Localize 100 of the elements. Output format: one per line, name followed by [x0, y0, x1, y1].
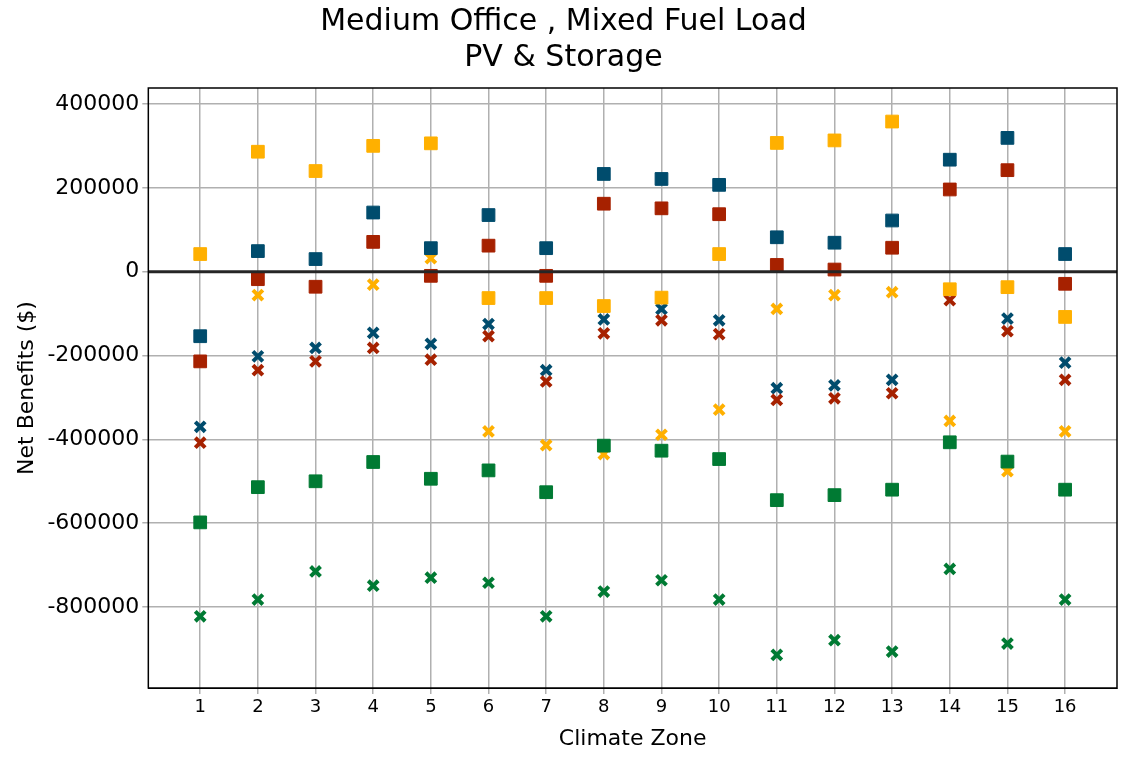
- point: [539, 485, 554, 500]
- point: [193, 354, 208, 369]
- x-tick-label: 2: [252, 695, 264, 717]
- point: [596, 326, 611, 341]
- point: [827, 288, 842, 303]
- point: [539, 438, 554, 453]
- point: [596, 584, 611, 599]
- point: [481, 317, 496, 332]
- point: [1058, 355, 1073, 370]
- point: [250, 363, 265, 378]
- y-tick-label: 400000: [55, 89, 140, 115]
- point: [366, 325, 381, 340]
- point: [769, 393, 784, 407]
- point: [1000, 454, 1015, 469]
- point: [308, 252, 323, 266]
- point: [366, 277, 381, 292]
- x-tick-label: 10: [707, 695, 731, 717]
- point: [539, 241, 554, 256]
- point: [654, 427, 669, 442]
- x-tick-label: 14: [938, 695, 962, 717]
- x-tick-label: 13: [880, 695, 904, 717]
- x-tick-label: 1: [194, 695, 206, 717]
- point: [481, 463, 496, 478]
- point: [366, 341, 381, 355]
- point: [423, 136, 438, 151]
- point: [596, 299, 611, 313]
- point: [769, 381, 784, 396]
- point: [1058, 276, 1072, 291]
- point: [712, 327, 727, 342]
- y-tick-label: -600000: [47, 508, 140, 534]
- point: [769, 136, 784, 150]
- point: [827, 488, 842, 502]
- point: [1000, 280, 1015, 295]
- point: [193, 247, 208, 261]
- point: [712, 592, 727, 607]
- point: [481, 238, 496, 253]
- point: [596, 196, 611, 211]
- y-tick-label: -800000: [47, 592, 140, 618]
- point: [308, 354, 323, 369]
- point: [193, 515, 208, 530]
- point: [596, 438, 611, 453]
- point: [885, 644, 900, 659]
- point: [366, 578, 381, 593]
- point: [596, 167, 611, 181]
- x-tick-label: 9: [655, 695, 668, 717]
- point: [654, 573, 669, 588]
- point: [308, 279, 323, 294]
- point: [827, 633, 842, 648]
- point: [250, 288, 265, 303]
- point: [251, 244, 265, 258]
- point: [654, 172, 669, 186]
- point: [423, 471, 438, 486]
- x-tick-label: 15: [995, 695, 1019, 717]
- point: [712, 402, 727, 417]
- point: [942, 293, 957, 308]
- point: [827, 133, 842, 148]
- x-axis-title: Climate Zone: [558, 724, 707, 750]
- y-tick-label: -400000: [47, 425, 140, 451]
- point: [1058, 424, 1073, 439]
- point: [885, 372, 900, 387]
- point: [654, 290, 669, 305]
- chart-title: Medium Office , Mixed Fuel Load PV & Storage: [320, 1, 807, 73]
- point: [539, 291, 554, 305]
- point: [942, 152, 957, 167]
- point: [250, 592, 265, 607]
- point: [885, 285, 900, 300]
- point: [827, 391, 842, 406]
- point: [308, 474, 323, 489]
- point: [193, 329, 208, 344]
- point: [942, 435, 957, 450]
- point: [769, 493, 784, 508]
- point: [1000, 636, 1015, 651]
- point: [885, 386, 900, 401]
- point: [1058, 310, 1072, 324]
- point: [1000, 324, 1015, 339]
- point: [423, 241, 438, 256]
- point: [481, 329, 496, 344]
- point: [481, 291, 496, 305]
- point: [539, 374, 554, 389]
- point: [712, 177, 727, 192]
- point: [193, 435, 208, 450]
- point: [251, 144, 265, 159]
- point: [193, 419, 208, 434]
- point: [769, 258, 784, 272]
- point: [1000, 311, 1015, 326]
- point: [712, 313, 727, 328]
- y-axis-title: Net Benefits ($): [12, 301, 38, 475]
- point: [308, 564, 323, 579]
- point: [251, 272, 265, 287]
- point: [308, 164, 323, 178]
- point: [423, 570, 438, 585]
- point: [769, 302, 784, 316]
- point: [539, 609, 554, 624]
- point: [308, 341, 323, 355]
- point: [539, 363, 554, 378]
- point: [481, 424, 496, 439]
- point: [1000, 131, 1015, 145]
- point: [251, 480, 265, 495]
- point: [1058, 592, 1073, 607]
- point: [366, 235, 381, 249]
